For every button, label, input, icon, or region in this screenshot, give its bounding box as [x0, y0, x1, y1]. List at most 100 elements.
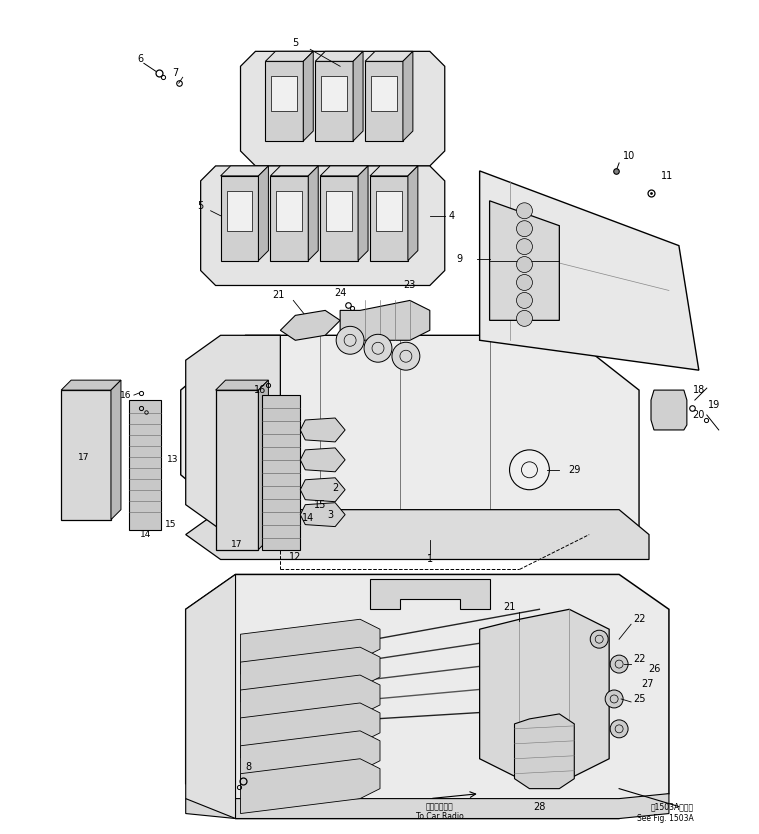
Text: 28: 28 [534, 801, 546, 811]
Polygon shape [480, 171, 699, 370]
Text: 18: 18 [693, 385, 705, 395]
Polygon shape [259, 166, 269, 260]
Polygon shape [304, 52, 313, 141]
Text: 23: 23 [404, 280, 416, 290]
Polygon shape [490, 201, 559, 320]
Text: 9: 9 [457, 254, 463, 264]
Polygon shape [186, 510, 649, 560]
Polygon shape [370, 176, 408, 260]
Text: 17: 17 [231, 540, 242, 549]
Polygon shape [365, 62, 403, 141]
Polygon shape [365, 52, 413, 62]
Polygon shape [221, 166, 269, 176]
Text: 25: 25 [633, 694, 645, 704]
Circle shape [516, 293, 532, 309]
Polygon shape [181, 335, 639, 530]
Circle shape [516, 239, 532, 254]
Polygon shape [186, 575, 235, 818]
Polygon shape [280, 310, 340, 340]
Circle shape [364, 334, 392, 362]
Text: 12: 12 [289, 552, 301, 562]
Polygon shape [320, 166, 368, 176]
Polygon shape [353, 52, 363, 141]
Text: カーラジオへ: カーラジオへ [426, 802, 454, 811]
Circle shape [610, 720, 628, 738]
Text: 第1503A図参照: 第1503A図参照 [650, 802, 694, 811]
Polygon shape [186, 575, 669, 818]
Bar [227, 191, 253, 231]
Text: 1: 1 [427, 555, 433, 565]
Text: 15: 15 [165, 520, 177, 529]
Bar [272, 76, 298, 111]
Circle shape [516, 203, 532, 219]
Text: 15: 15 [314, 500, 326, 510]
Polygon shape [315, 52, 363, 62]
Polygon shape [241, 703, 380, 758]
Bar [321, 76, 347, 111]
Polygon shape [320, 176, 358, 260]
Polygon shape [301, 448, 345, 472]
Circle shape [591, 631, 608, 648]
Polygon shape [186, 335, 280, 530]
Text: 21: 21 [503, 602, 515, 612]
Polygon shape [301, 418, 345, 442]
Polygon shape [61, 390, 111, 520]
Text: 3: 3 [327, 510, 333, 520]
Polygon shape [370, 580, 490, 610]
Text: 19: 19 [707, 400, 720, 410]
Polygon shape [200, 166, 445, 285]
Text: To Car Radio: To Car Radio [416, 812, 464, 821]
Polygon shape [480, 610, 609, 779]
Text: 16: 16 [120, 390, 131, 399]
Polygon shape [403, 52, 413, 141]
Text: 24: 24 [334, 289, 346, 299]
Polygon shape [270, 166, 318, 176]
Polygon shape [515, 714, 575, 789]
Text: 5: 5 [292, 38, 298, 48]
Text: 26: 26 [647, 664, 660, 674]
Polygon shape [186, 794, 669, 818]
Polygon shape [129, 400, 161, 530]
Polygon shape [216, 380, 269, 390]
Polygon shape [216, 390, 259, 550]
Text: 22: 22 [633, 654, 645, 664]
Polygon shape [259, 380, 269, 550]
Text: 16: 16 [254, 385, 266, 395]
Polygon shape [408, 166, 418, 260]
Text: 8: 8 [245, 761, 251, 771]
Polygon shape [111, 380, 121, 520]
Polygon shape [221, 176, 259, 260]
Polygon shape [241, 620, 380, 674]
Circle shape [336, 326, 364, 354]
Polygon shape [266, 52, 313, 62]
Polygon shape [61, 380, 121, 390]
Polygon shape [315, 62, 353, 141]
Circle shape [516, 274, 532, 290]
Text: 20: 20 [693, 410, 705, 420]
Text: 7: 7 [172, 68, 179, 78]
Bar [376, 191, 402, 231]
Circle shape [605, 690, 623, 708]
Polygon shape [270, 176, 308, 260]
Text: 10: 10 [623, 151, 635, 161]
Polygon shape [263, 395, 301, 550]
Text: 13: 13 [167, 455, 178, 465]
Polygon shape [358, 166, 368, 260]
Text: 22: 22 [633, 615, 645, 625]
Text: 14: 14 [140, 530, 152, 539]
Polygon shape [266, 62, 304, 141]
Polygon shape [301, 503, 345, 526]
Polygon shape [241, 759, 380, 813]
Text: 5: 5 [197, 201, 203, 211]
Circle shape [392, 342, 420, 370]
Text: 27: 27 [641, 679, 653, 689]
Text: See Fig. 1503A: See Fig. 1503A [637, 814, 694, 823]
Polygon shape [241, 52, 445, 166]
Bar [371, 76, 397, 111]
Polygon shape [340, 300, 430, 340]
Text: 14: 14 [302, 513, 314, 523]
Circle shape [516, 310, 532, 326]
Text: 6: 6 [138, 54, 144, 64]
Bar [326, 191, 352, 231]
Text: 2: 2 [332, 483, 339, 493]
